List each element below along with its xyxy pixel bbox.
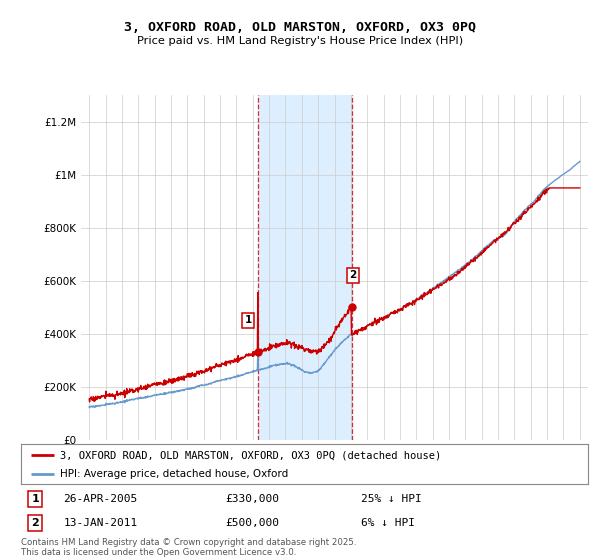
Text: 6% ↓ HPI: 6% ↓ HPI	[361, 518, 415, 528]
Text: 3, OXFORD ROAD, OLD MARSTON, OXFORD, OX3 0PQ: 3, OXFORD ROAD, OLD MARSTON, OXFORD, OX3…	[124, 21, 476, 34]
Text: £330,000: £330,000	[225, 494, 279, 503]
Text: Price paid vs. HM Land Registry's House Price Index (HPI): Price paid vs. HM Land Registry's House …	[137, 36, 463, 46]
Text: 2: 2	[350, 270, 357, 281]
Text: 3, OXFORD ROAD, OLD MARSTON, OXFORD, OX3 0PQ (detached house): 3, OXFORD ROAD, OLD MARSTON, OXFORD, OX3…	[59, 450, 441, 460]
Text: 26-APR-2005: 26-APR-2005	[64, 494, 138, 503]
Text: 13-JAN-2011: 13-JAN-2011	[64, 518, 138, 528]
Text: 1: 1	[31, 494, 39, 503]
Text: Contains HM Land Registry data © Crown copyright and database right 2025.
This d: Contains HM Land Registry data © Crown c…	[21, 538, 356, 557]
Text: HPI: Average price, detached house, Oxford: HPI: Average price, detached house, Oxfo…	[59, 469, 288, 479]
Text: 1: 1	[245, 315, 252, 325]
Text: 2: 2	[31, 518, 39, 528]
Bar	[258, 95, 352, 440]
Text: £500,000: £500,000	[225, 518, 279, 528]
Text: 25% ↓ HPI: 25% ↓ HPI	[361, 494, 422, 503]
